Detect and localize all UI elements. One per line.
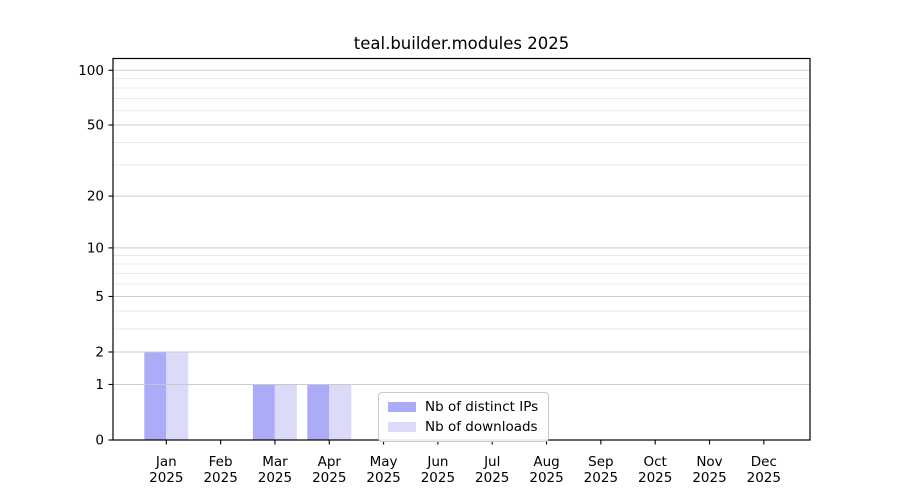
y-tick-label: 2 [95, 344, 104, 360]
legend-swatch-downloads [388, 422, 416, 432]
bars-group [144, 352, 352, 440]
axes: 0125102050100Jan2025Feb2025Mar2025Apr202… [78, 63, 781, 486]
x-tick-label-year: 2025 [366, 470, 400, 486]
x-tick-label-month: Oct [644, 454, 667, 470]
y-tick-label: 1 [95, 377, 104, 393]
bar-apr-downloads [329, 384, 352, 440]
legend-swatch-distinct-ips [388, 402, 416, 412]
x-tick-label-year: 2025 [747, 470, 781, 486]
y-tick-label: 50 [87, 118, 104, 134]
x-tick-label-year: 2025 [529, 470, 563, 486]
bar-mar-downloads [274, 384, 297, 440]
x-tick-label-year: 2025 [149, 470, 183, 486]
plot-frame [112, 57, 811, 441]
gridlines [113, 69, 810, 385]
x-tick-label-year: 2025 [421, 470, 455, 486]
y-tick-label: 0 [95, 433, 104, 449]
x-tick-label-month: Jan [155, 454, 177, 470]
y-tick-label: 10 [87, 240, 104, 256]
legend-item-distinct-ips: Nb of distinct IPs [388, 399, 539, 415]
legend-item-downloads: Nb of downloads [388, 419, 539, 435]
x-tick-label-year: 2025 [638, 470, 672, 486]
x-tick-label-month: Aug [533, 454, 559, 470]
bar-mar-distinct-ips [252, 384, 275, 440]
x-tick-label-month: Mar [262, 454, 288, 470]
legend-label-distinct-ips: Nb of distinct IPs [425, 399, 539, 415]
x-tick-label-year: 2025 [312, 470, 346, 486]
x-tick-label-month: Dec [751, 454, 777, 470]
x-tick-label-year: 2025 [258, 470, 292, 486]
x-tick-label-month: Sep [588, 454, 613, 470]
y-tick-label: 20 [87, 189, 104, 205]
x-tick-label-month: Jul [483, 454, 500, 470]
x-tick-label-year: 2025 [475, 470, 509, 486]
x-tick-label-year: 2025 [692, 470, 726, 486]
x-tick-label-month: Apr [318, 454, 342, 470]
x-tick-label-year: 2025 [584, 470, 618, 486]
legend-label-downloads: Nb of downloads [425, 419, 538, 435]
x-tick-label-month: May [370, 454, 398, 470]
bar-apr-distinct-ips [307, 384, 330, 440]
x-tick-label-month: Jun [426, 454, 448, 470]
bar-jan-distinct-ips [144, 352, 167, 440]
x-tick-label-month: Feb [209, 454, 233, 470]
x-tick-label-year: 2025 [203, 470, 237, 486]
bar-jan-downloads [166, 352, 189, 440]
y-tick-label: 5 [95, 289, 104, 305]
legend: Nb of distinct IPs Nb of downloads [378, 392, 549, 442]
chart-title: teal.builder.modules 2025 [353, 34, 570, 53]
y-tick-label: 100 [78, 63, 104, 79]
x-tick-label-month: Nov [696, 454, 722, 470]
